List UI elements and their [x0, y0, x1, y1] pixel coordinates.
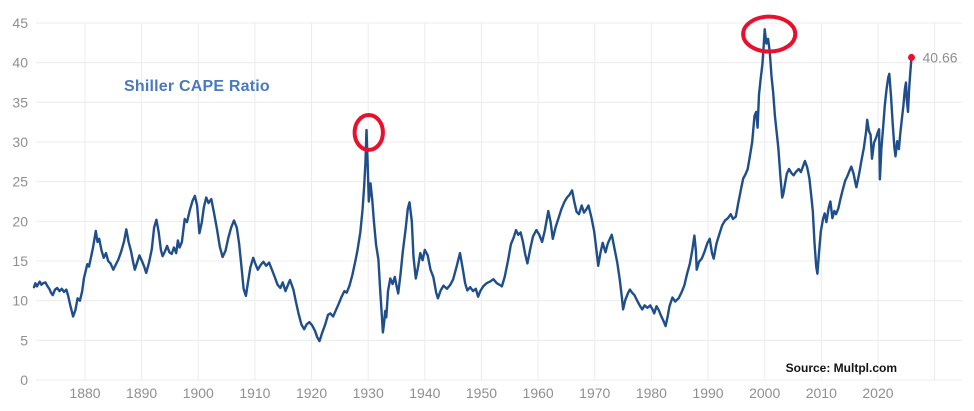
x-tick-label: 2020 — [862, 385, 893, 401]
y-tick-label: 25 — [12, 174, 28, 190]
x-tick-label: 1910 — [239, 385, 270, 401]
peak-circle-annotation — [352, 113, 385, 152]
y-tick-label: 40 — [12, 55, 28, 71]
x-tick-label: 1960 — [523, 385, 554, 401]
end-point-dot — [907, 53, 915, 61]
x-tick-label: 1900 — [183, 385, 214, 401]
x-tick-label: 1880 — [69, 385, 100, 401]
x-tick-label: 1940 — [409, 385, 440, 401]
x-tick-label: 1890 — [126, 385, 157, 401]
x-tick-label: 1920 — [296, 385, 327, 401]
y-tick-label: 30 — [12, 134, 28, 150]
y-tick-label: 0 — [20, 372, 28, 388]
x-tick-label: 1930 — [353, 385, 384, 401]
x-tick-label: 2000 — [749, 385, 780, 401]
x-tick-label: 2010 — [806, 385, 837, 401]
y-tick-label: 10 — [12, 293, 28, 309]
cape-ratio-line — [32, 28, 913, 343]
y-tick-label: 45 — [12, 15, 28, 31]
y-tick-label: 20 — [12, 213, 28, 229]
x-tick-label: 1990 — [692, 385, 723, 401]
x-tick-label: 1950 — [466, 385, 497, 401]
x-tick-label: 1970 — [579, 385, 610, 401]
y-tick-label: 35 — [12, 94, 28, 110]
source-label: Source: Multpl.com — [785, 361, 897, 375]
chart-title: Shiller CAPE Ratio — [124, 78, 270, 95]
y-tick-label: 15 — [12, 253, 28, 269]
y-tick-label: 5 — [20, 332, 28, 348]
x-tick-label: 1980 — [636, 385, 667, 401]
end-value-label: 40.66 — [922, 49, 957, 65]
peak-circle-annotation — [741, 14, 798, 54]
